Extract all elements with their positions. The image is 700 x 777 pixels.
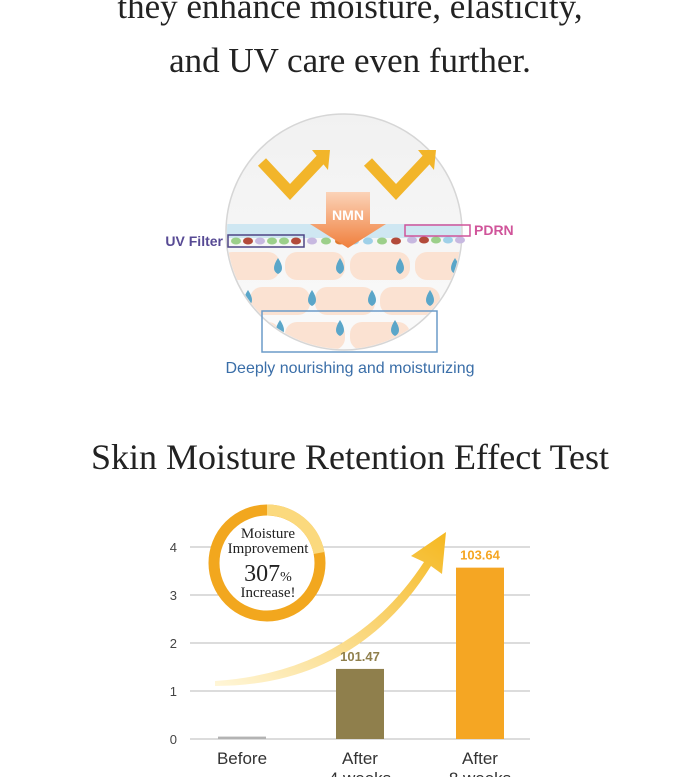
header-line: and UV care even further. [169,41,531,80]
badge-value: 307 [244,561,280,587]
skin-diagram: NMN UV Filter PDRN Deeply nourishing and… [165,113,514,377]
bar [218,736,266,739]
x-tick-label: Before [216,749,268,768]
y-tick-label: 1 [170,684,177,699]
badge-figure: 307% [244,561,292,587]
y-tick-label: 3 [170,588,177,603]
uv-filter-label: UV Filter [165,233,223,249]
pdrn-label: PDRN [474,222,514,238]
growth-arrow [215,532,446,686]
chart-title: Skin Moisture Retention Effect Test [91,437,609,477]
bar [336,668,384,739]
x-tick-label: After 4 weeks [329,749,391,777]
arrow-label: NMN [332,207,364,223]
x-tick-label: After 8 weeks [449,749,511,777]
y-tick-label: 0 [170,732,177,747]
badge-unit: % [280,570,292,585]
value-annotation: 101.47 [340,649,380,664]
badge-text: Increase! [241,585,296,601]
header-line: they enhance moisture, elasticity, [117,0,582,26]
diagram-caption: Deeply nourishing and moisturizing [225,360,474,377]
y-tick-label: 4 [170,540,177,555]
y-tick-label: 2 [170,636,177,651]
badge-text: Improvement [228,541,310,557]
value-annotation: 103.64 [460,548,501,563]
bar [456,567,504,739]
badge-text: Moisture [241,526,296,542]
badge: Moisture Improvement 307% Increase! [208,504,326,622]
